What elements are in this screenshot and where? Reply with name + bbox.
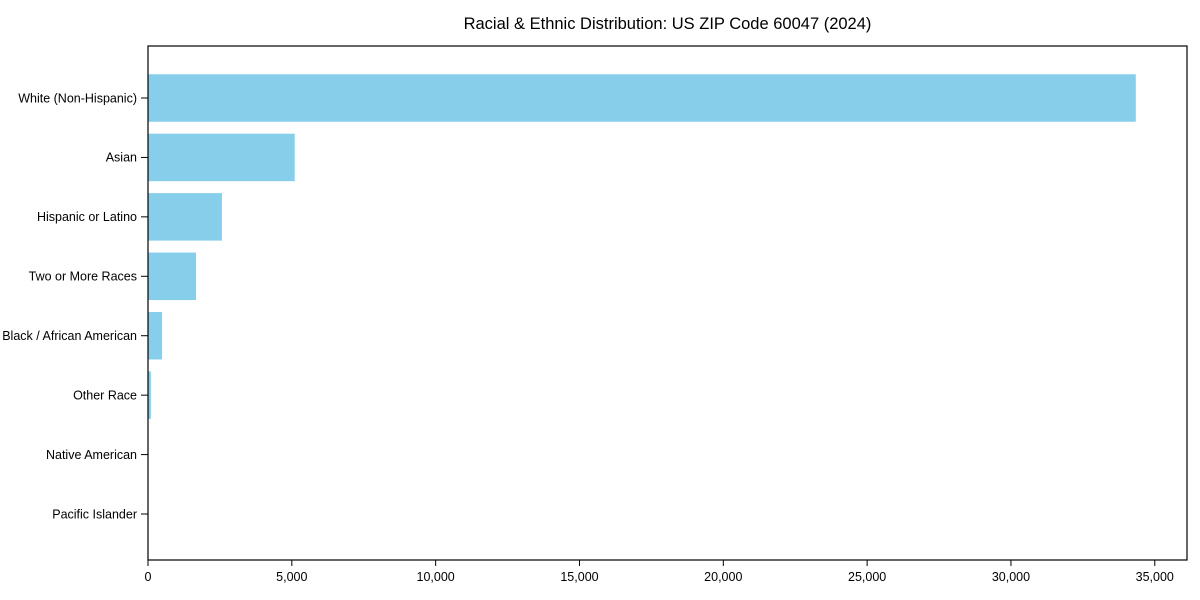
bar xyxy=(148,252,197,301)
category-label: Two or More Races xyxy=(29,270,137,284)
x-tick-label: 5,000 xyxy=(276,570,307,584)
bar xyxy=(148,74,1136,122)
bar xyxy=(148,311,163,360)
category-label: Native American xyxy=(46,448,137,462)
x-tick-label: 35,000 xyxy=(1136,570,1174,584)
chart-title: Racial & Ethnic Distribution: US ZIP Cod… xyxy=(464,15,872,33)
x-tick-label: 10,000 xyxy=(417,570,455,584)
category-label: Black / African American xyxy=(2,329,137,343)
category-label: Pacific Islander xyxy=(52,507,137,521)
category-label: Hispanic or Latino xyxy=(37,210,137,224)
x-tick-label: 0 xyxy=(145,570,152,584)
plot-border xyxy=(147,45,1188,561)
bar xyxy=(148,371,151,419)
x-tick-label: 25,000 xyxy=(848,570,886,584)
bar xyxy=(148,133,295,182)
category-label: Asian xyxy=(106,151,137,165)
bar xyxy=(148,193,222,241)
x-tick-label: 20,000 xyxy=(704,570,742,584)
category-label: White (Non-Hispanic) xyxy=(18,91,137,105)
plot-area: White (Non-Hispanic) Asian Hispanic or Lat… xyxy=(2,45,1188,584)
x-tick-label: 30,000 xyxy=(992,570,1030,584)
x-tick-label: 15,000 xyxy=(560,570,598,584)
category-label: Other Race xyxy=(73,388,137,402)
